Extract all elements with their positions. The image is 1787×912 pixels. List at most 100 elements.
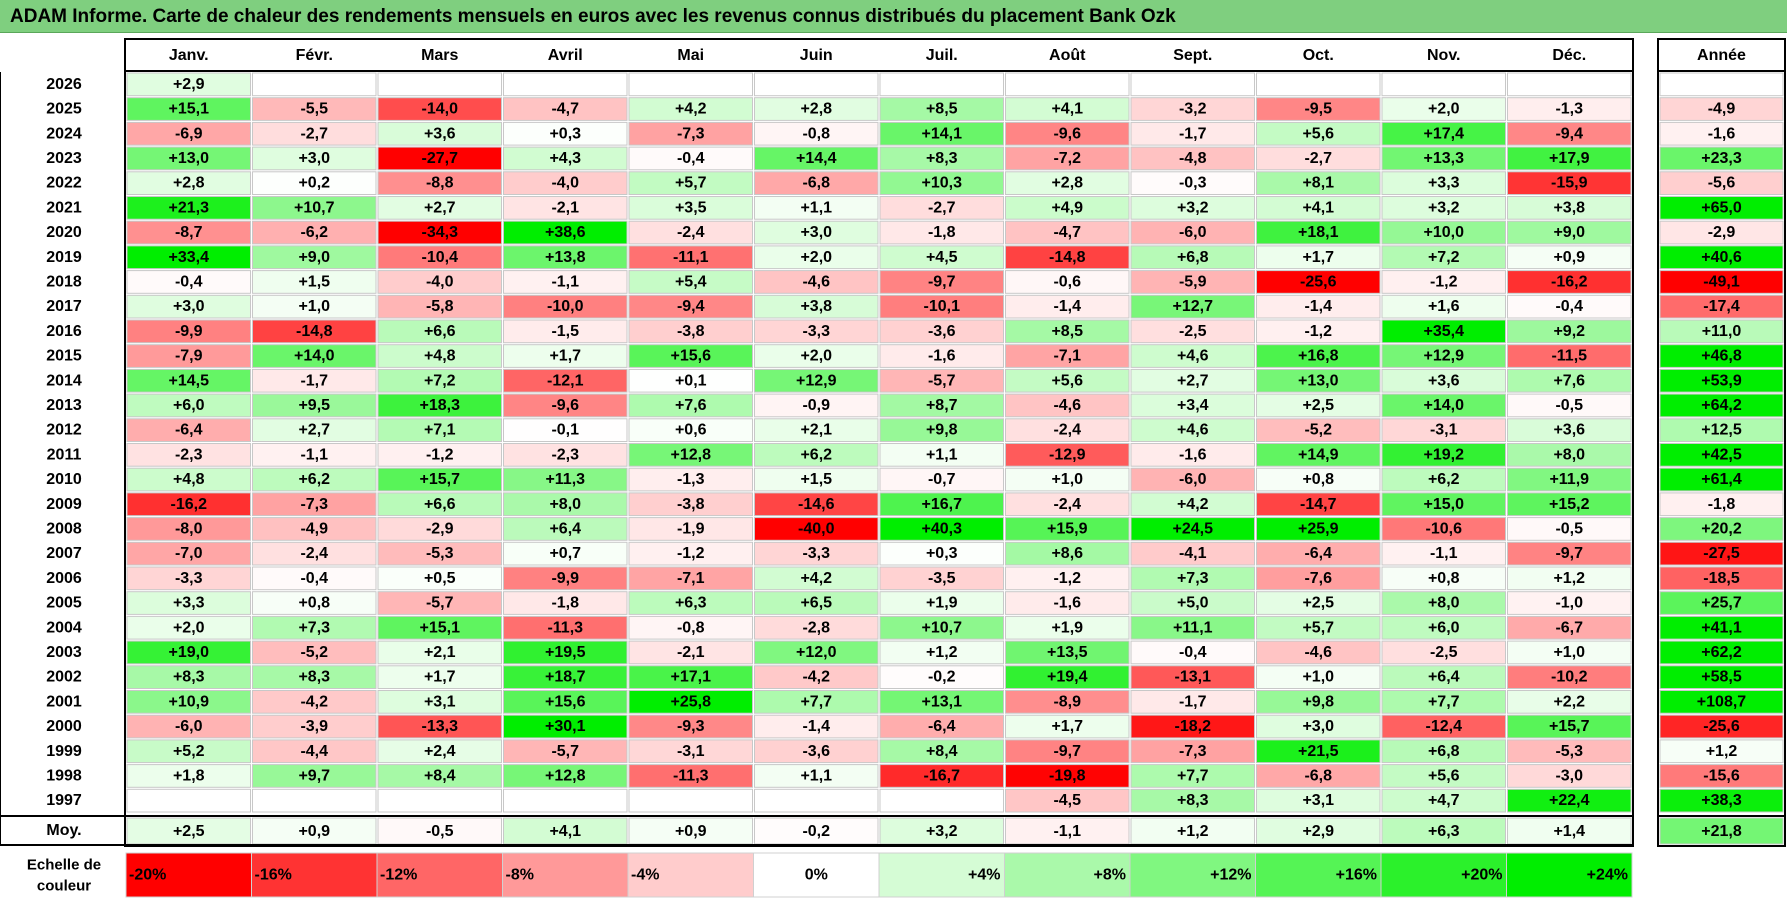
heatmap-cell [879,146,1004,171]
heatmap-cell [879,270,1004,294]
heatmap-cell [879,739,1004,764]
cell-value: -0,2 [928,669,956,686]
cell-value: -18,2 [1175,718,1212,735]
average-value: +4,1 [549,823,581,840]
cell-value: +8,1 [1302,175,1334,192]
cell-value: +1,9 [926,595,958,612]
heatmap-cell [628,541,753,566]
heatmap-cell [1130,368,1255,393]
cell-value: +8,3 [298,669,330,686]
cell-value: -1,7 [300,372,328,389]
cell-value: +7,3 [1177,570,1209,587]
heatmap-cell [1130,97,1255,121]
cell-value: -6,0 [1179,224,1207,241]
heatmap-cell [503,591,628,615]
heatmap-cell [1130,690,1255,714]
cell-value: -1,0 [1555,595,1583,612]
heatmap-cell [1130,220,1255,245]
cell-value: +6,6 [424,496,456,513]
year-label: 2016 [46,323,82,340]
heatmap-cell [377,591,502,615]
annual-value: -17,4 [1703,298,1740,315]
cell-value: -4,5 [1053,792,1081,809]
cell-value: +14,0 [294,348,335,365]
heatmap-cell [503,294,628,319]
heatmap-cell [377,764,502,788]
heatmap-cell [252,344,377,368]
heatmap-cell [126,788,251,813]
cell-value: +7,3 [298,619,330,636]
month-header: Juin [800,47,833,64]
cell-value: +1,0 [1051,471,1083,488]
year-label: 2010 [46,471,82,488]
heatmap-cell [1256,467,1381,492]
cell-value: -13,3 [422,718,459,735]
cell-value: +1,7 [549,348,581,365]
heatmap-cell [628,97,753,121]
heatmap-cell [126,615,251,640]
heatmap-cell [126,270,251,294]
annual-value: +46,8 [1701,348,1742,365]
heatmap-cell [1256,270,1381,294]
heatmap-cell [628,739,753,764]
month-header: Août [1049,47,1086,64]
cell-value: -2,4 [300,545,328,562]
cell-value: -2,4 [1053,496,1081,513]
cell-value: -6,4 [928,718,956,735]
cell-value: -2,7 [300,125,328,142]
cell-value: -12,1 [547,372,584,389]
heatmap-cell [628,566,753,591]
heatmap-cell [377,368,502,393]
cell-value: +12,0 [796,644,837,661]
heatmap-cell [377,467,502,492]
heatmap-cell [126,220,251,245]
heatmap-cell [628,418,753,442]
heatmap-cell [1130,640,1255,665]
annual-value: +108,7 [1697,693,1746,710]
cell-value: +14,5 [169,372,210,389]
cell-value: +3,2 [1177,199,1209,216]
annual-value: +61,4 [1701,471,1742,488]
heatmap-cell [879,492,1004,517]
annual-value: +58,5 [1701,669,1742,686]
year-label: 1999 [46,743,82,760]
cell-value: +15,1 [420,619,461,636]
cell-value: -0,3 [1179,175,1207,192]
cell-value: -9,7 [928,273,956,290]
cell-value: -9,5 [1304,101,1332,118]
heatmap-cell [1381,146,1506,171]
cell-value: +40,3 [922,520,963,537]
cell-value: -12,4 [1426,718,1463,735]
cell-value: -9,9 [175,323,203,340]
cell-value: -3,2 [1179,101,1207,118]
cell-value: -4,2 [300,693,328,710]
annual-value: +40,6 [1701,249,1742,266]
year-label: 2008 [46,520,82,537]
annual-value: -5,6 [1708,175,1736,192]
cell-value: +21,5 [1298,743,1339,760]
cell-value: +10,0 [1424,224,1465,241]
heatmap-cell [628,171,753,196]
heatmap-cell [126,97,251,121]
cell-value: +5,7 [1302,619,1334,636]
heatmap-cell [126,319,251,344]
heatmap-cell [377,146,502,171]
annual-value: +62,2 [1701,644,1742,661]
heatmap-cell [1507,739,1632,764]
heatmap-cell [126,665,251,689]
cell-value: +1,7 [1051,718,1083,735]
heatmap-cell [1130,788,1255,813]
average-value: +0,9 [675,823,707,840]
annual-cell [1659,443,1784,467]
annual-cell [1659,615,1784,640]
cell-value: -2,9 [426,520,454,537]
average-cell [628,817,753,845]
cell-value: +0,8 [298,595,330,612]
cell-value: +19,0 [169,644,210,661]
heatmap-cell [377,245,502,270]
cell-value: +13,3 [1424,150,1465,167]
cell-value: +4,2 [675,101,707,118]
cell-value: +8,3 [1177,792,1209,809]
heatmap-cell [1507,615,1632,640]
